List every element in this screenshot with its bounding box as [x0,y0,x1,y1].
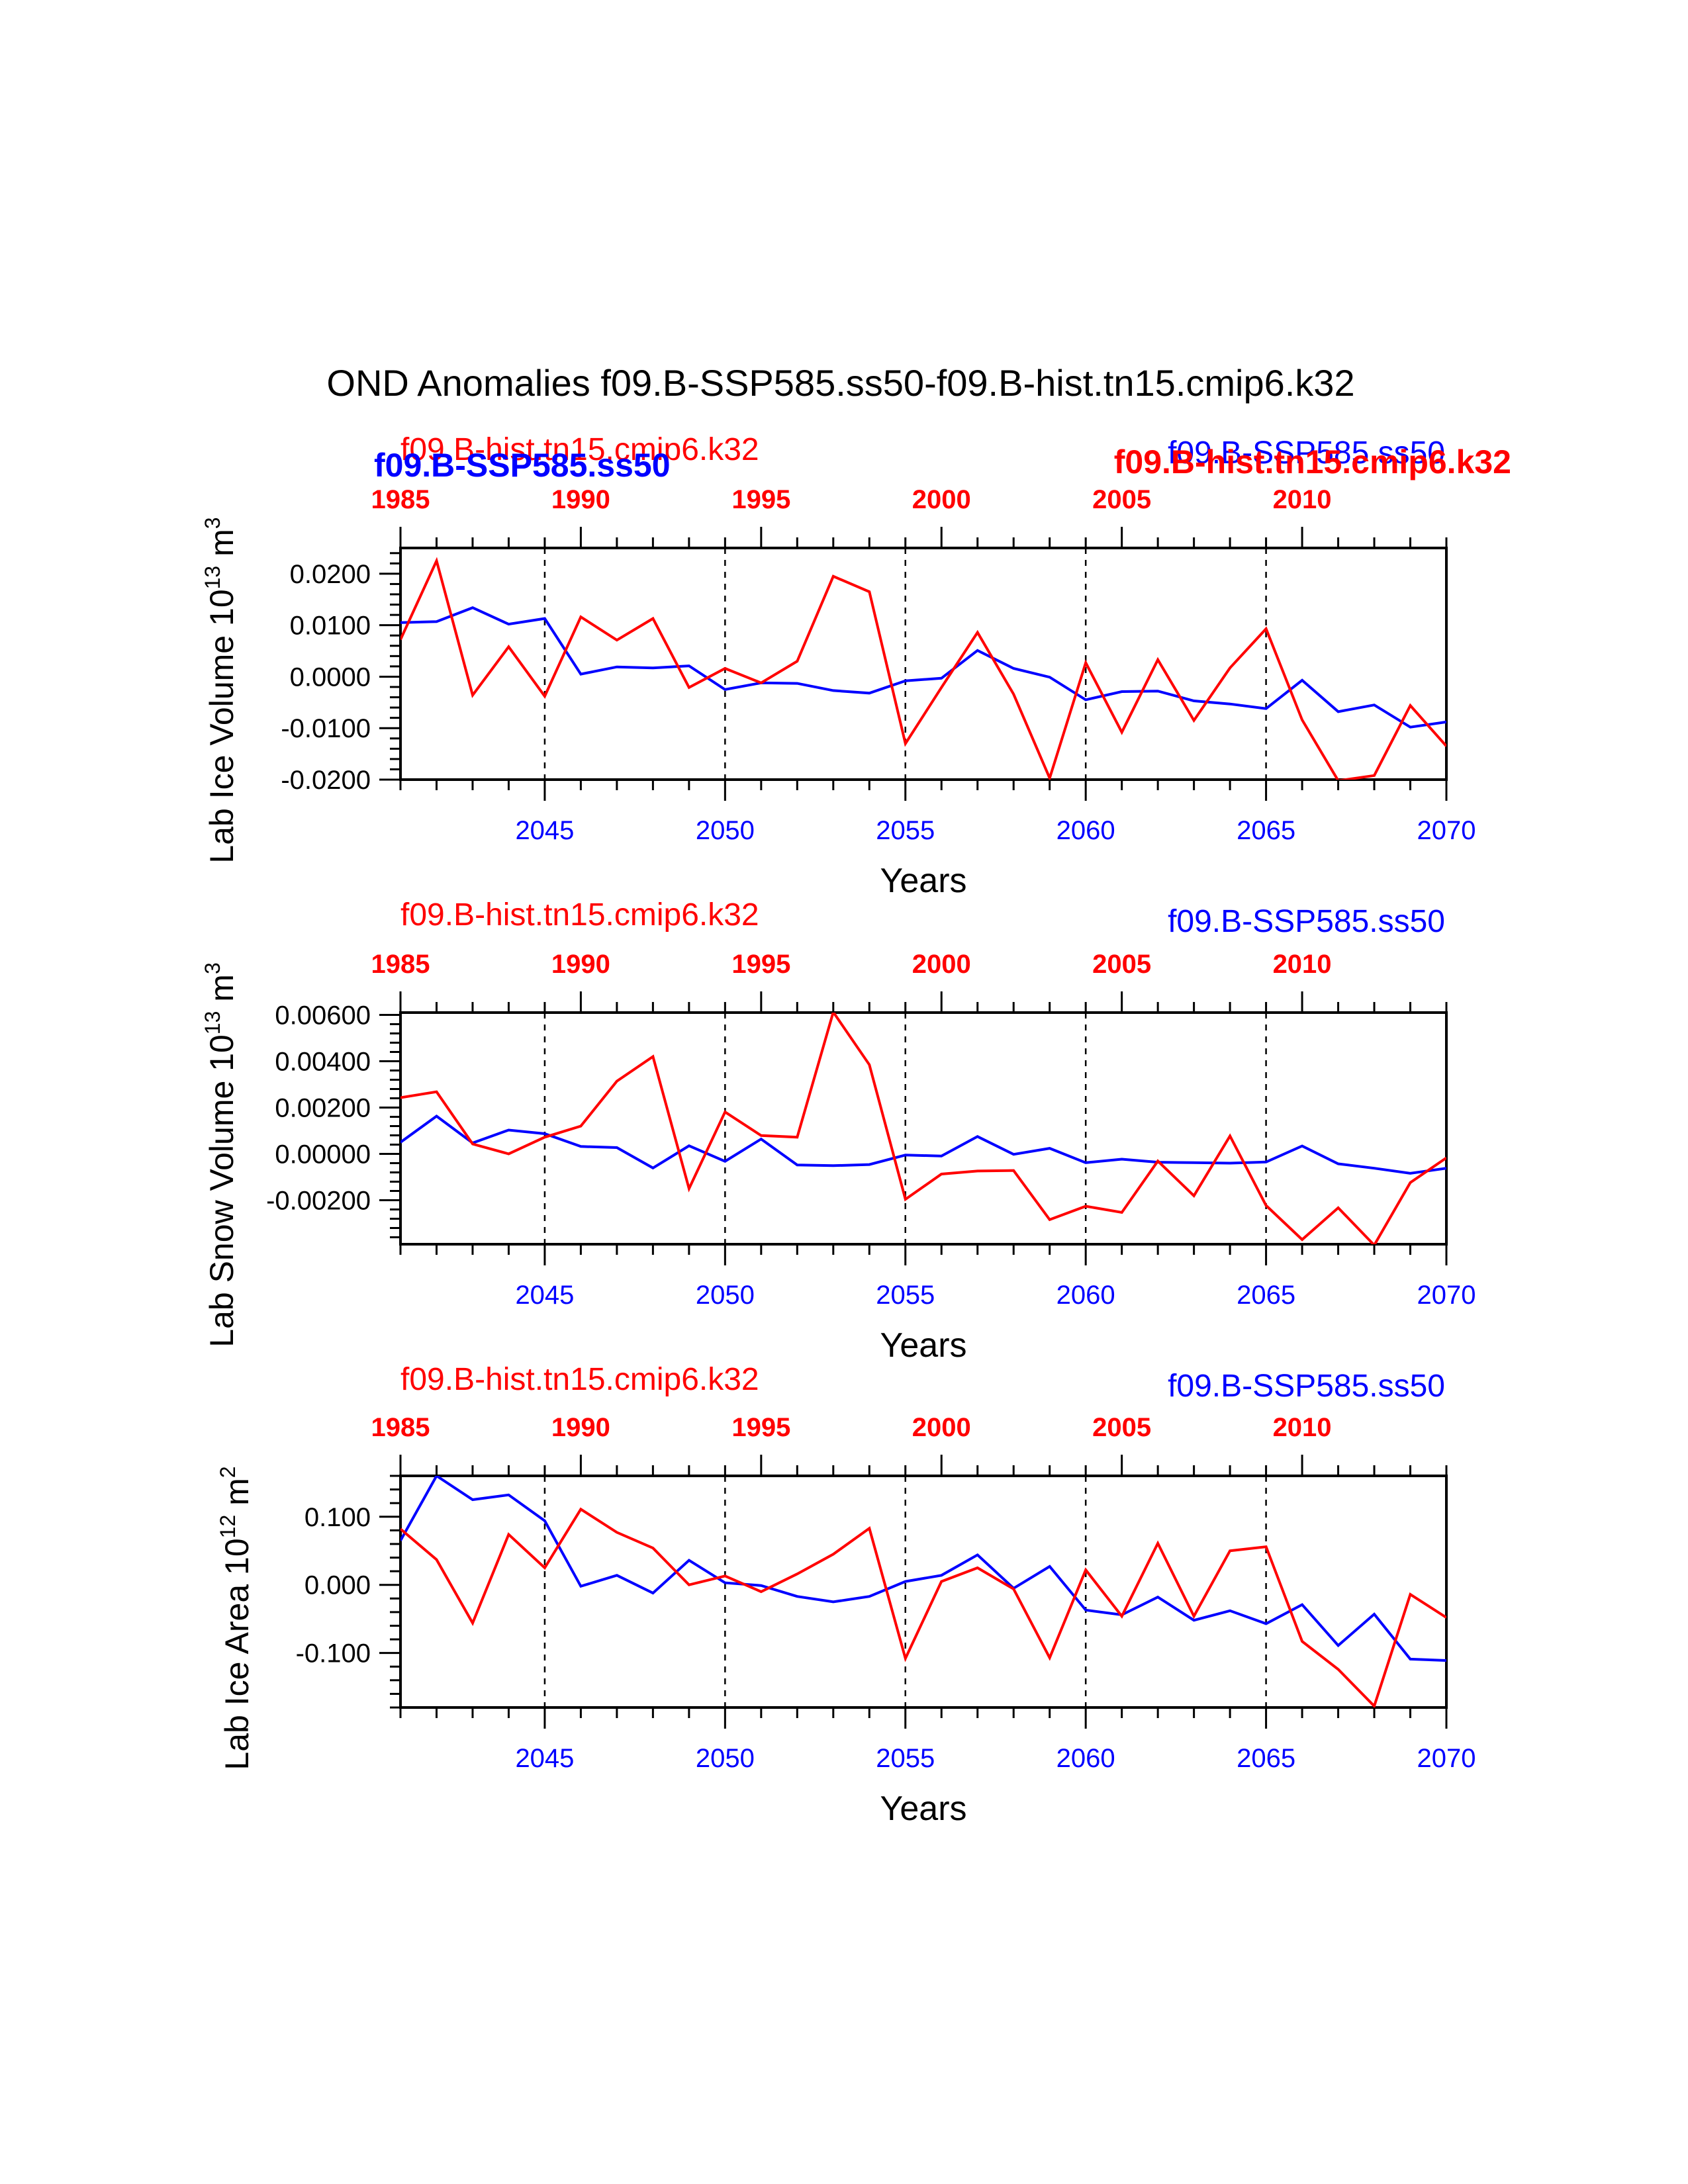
legend-ssp-label-3: f09.B-SSP585.ss50 [1168,1369,1445,1404]
legend-ssp-label-1-bold: f09.B-SSP585.ss50 [374,447,671,484]
x-tick-label: 2060 [1056,1744,1115,1773]
top-tick-label: 2005 [1092,485,1151,514]
y-axis-label-exponent: 12 [216,1515,240,1539]
top-tick-label: 2000 [912,1413,971,1442]
x-tick-label: 2065 [1237,1744,1295,1773]
x-tick-label: 2045 [515,1744,574,1773]
top-tick-label: 1990 [551,950,610,979]
x-tick-label: 2060 [1056,816,1115,845]
y-axis-label: Lab Snow Volume 1013 m3 [201,962,240,1347]
legend-ssp-label-2: f09.B-SSP585.ss50 [1168,904,1445,939]
y-tick-label: 0.0000 [290,662,371,692]
y-axis-label-unit-exponent: 3 [201,517,224,529]
x-tick-label: 2060 [1056,1281,1115,1310]
plot-frame [399,1011,1448,1246]
y-tick-label: 0.00600 [275,1001,371,1030]
x-tick-label: 2045 [515,816,574,845]
y-tick-label: -0.0200 [281,766,371,795]
top-tick-label: 1995 [731,1413,790,1442]
y-axis-label: Lab Ice Area 1012 m2 [216,1466,256,1770]
y-tick-label: 0.000 [305,1571,371,1600]
y-axis-label-exponent: 13 [201,1011,224,1035]
top-tick-label: 2010 [1273,485,1332,514]
y-tick-label: 0.100 [305,1503,371,1532]
top-tick-label: 1985 [371,950,430,979]
top-tick-label: 2010 [1273,1413,1332,1442]
x-tick-label: 2055 [876,816,935,845]
y-axis-label-unit: m [203,974,240,1011]
series-line-hist [400,1013,1446,1244]
x-tick-label: 2045 [515,1281,574,1310]
series-line-hist [400,557,1446,780]
legend-hist-label-3: f09.B-hist.tn15.cmip6.k32 [400,1362,759,1397]
legend-hist-label-1: f09.B-hist.tn15.cmip6.k32 [400,432,759,467]
y-tick-label: -0.00200 [266,1187,371,1216]
top-tick-label: 2000 [912,485,971,514]
top-tick-label: 1990 [551,1413,610,1442]
panel-1: 2045 2050 2055 2060 2065 2070 Years 1985 1990 199… [201,485,1476,900]
plot-frame [399,547,1448,781]
x-axis-label: Years [880,1326,966,1365]
x-tick-label: 2050 [696,1281,755,1310]
y-axis-label-unit: m [203,529,240,566]
y-tick-label: -0.0100 [281,714,371,743]
series-line-ssp [400,1476,1446,1662]
legend-hist-label-1-bold: f09.B-hist.tn15.cmip6.k32 [1114,443,1511,480]
y-axis-label-text: Lab Ice Area 10 [218,1538,256,1770]
legend-ssp-label-1: f09.B-SSP585.ss50 [1168,435,1445,471]
top-tick-label: 2005 [1092,950,1151,979]
top-tick-label: 2005 [1092,1413,1151,1442]
top-tick-label: 1985 [371,485,430,514]
x-tick-label: 2065 [1237,1281,1295,1310]
panel-3: 2045 2050 2055 2060 2065 2070 Years 1985 1990 199… [216,1413,1476,1828]
legend-hist-label-2: f09.B-hist.tn15.cmip6.k32 [400,897,759,933]
x-tick-label: 2070 [1417,1281,1476,1310]
figure-title: OND Anomalies f09.B-SSP585.ss50-f09.B-hi… [326,362,1354,404]
series-line-ssp [400,606,1446,729]
top-tick-label: 2000 [912,950,971,979]
y-axis-label: Lab Ice Volume 1013 m3 [201,517,240,863]
y-tick-label: 0.00400 [275,1048,371,1077]
plot-frame [399,1475,1448,1709]
y-axis-label-text: Lab Ice Volume 10 [203,589,240,863]
top-tick-label: 2010 [1273,950,1332,979]
y-tick-label: 0.00200 [275,1094,371,1123]
top-tick-label: 1990 [551,485,610,514]
y-axis-label-unit-exponent: 2 [216,1466,240,1478]
y-tick-label: 0.0200 [290,560,371,589]
y-tick-label: -0.100 [296,1639,371,1668]
y-axis-label-unit: m [218,1478,256,1515]
y-tick-label: 0.0100 [290,612,371,641]
x-axis-label: Years [880,862,966,900]
top-tick-label: 1995 [731,950,790,979]
x-tick-label: 2050 [696,1744,755,1773]
x-tick-label: 2070 [1417,1744,1476,1773]
x-tick-label: 2065 [1237,816,1295,845]
series-line-hist [400,1507,1446,1707]
panel-2: 2045 2050 2055 2060 2065 2070 Years 1985 1990 199… [201,950,1476,1365]
x-tick-label: 2050 [696,816,755,845]
series-line-ssp [400,1115,1446,1175]
y-axis-label-exponent: 13 [201,566,224,590]
top-tick-label: 1995 [731,485,790,514]
x-tick-label: 2055 [876,1281,935,1310]
y-axis-label-unit-exponent: 3 [201,962,224,974]
y-axis-label-text: Lab Snow Volume 10 [203,1034,240,1347]
y-tick-label: 0.00000 [275,1140,371,1169]
x-tick-label: 2055 [876,1744,935,1773]
top-tick-label: 1985 [371,1413,430,1442]
x-axis-label: Years [880,1790,966,1828]
x-tick-label: 2070 [1417,816,1476,845]
